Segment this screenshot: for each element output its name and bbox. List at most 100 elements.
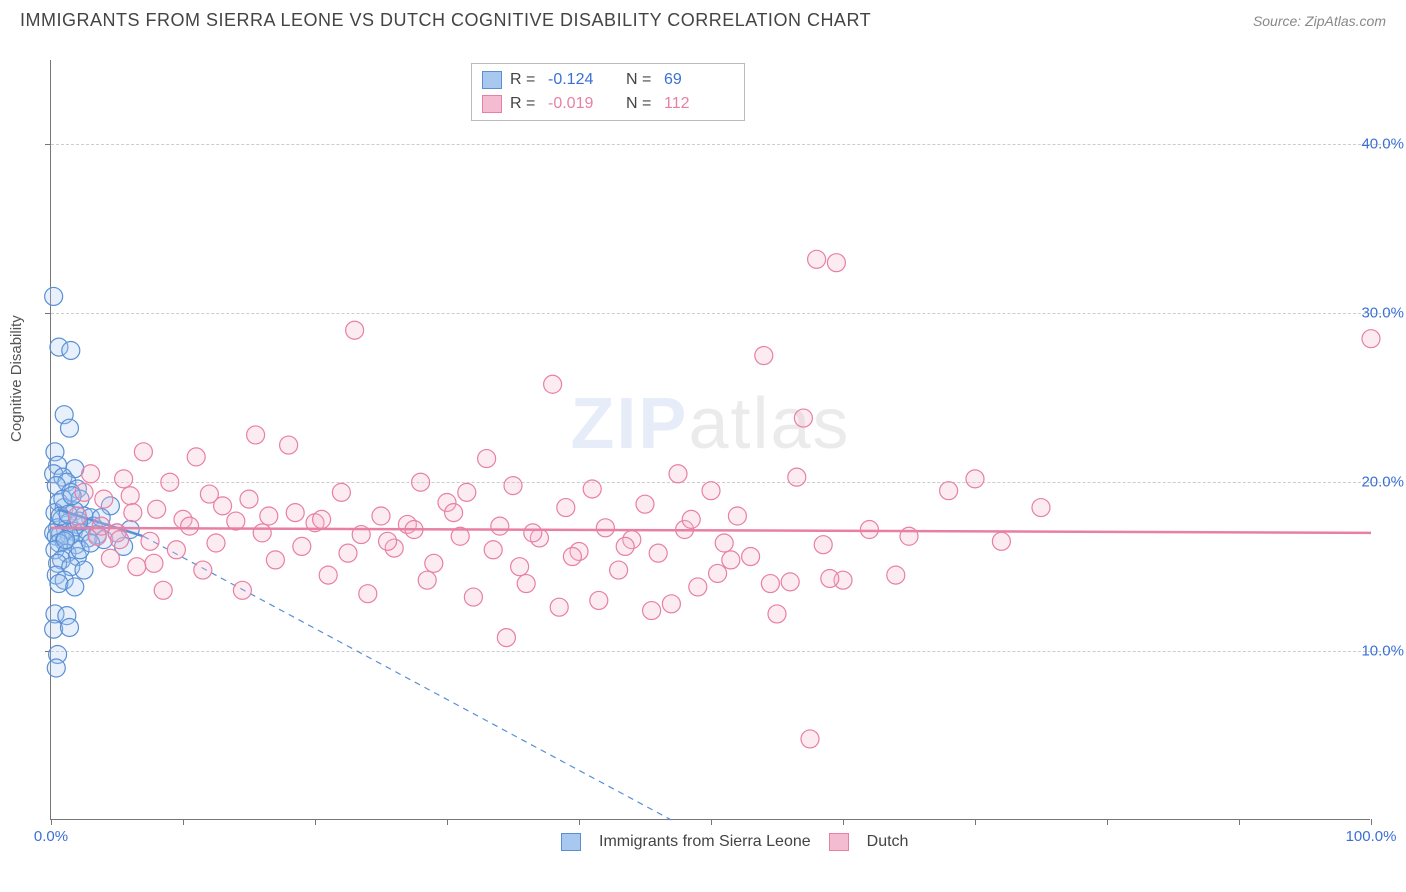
scatter-point xyxy=(161,473,179,491)
scatter-point xyxy=(649,544,667,562)
scatter-point xyxy=(709,564,727,582)
scatter-point xyxy=(148,500,166,518)
scatter-point xyxy=(491,517,509,535)
scatter-point xyxy=(940,482,958,500)
scatter-point xyxy=(319,566,337,584)
scatter-point xyxy=(517,575,535,593)
legend-swatch-series-a xyxy=(561,833,581,851)
scatter-point xyxy=(669,465,687,483)
scatter-point xyxy=(992,532,1010,550)
scatter-point xyxy=(187,448,205,466)
scatter-point xyxy=(445,504,463,522)
scatter-point xyxy=(47,659,65,677)
scatter-point xyxy=(788,468,806,486)
scatter-point xyxy=(62,341,80,359)
scatter-point xyxy=(286,504,304,522)
scatter-point xyxy=(260,507,278,525)
scatter-point xyxy=(464,588,482,606)
scatter-point xyxy=(101,549,119,567)
scatter-point xyxy=(702,482,720,500)
scatter-point xyxy=(1032,499,1050,517)
scatter-point xyxy=(814,536,832,554)
chart-title: IMMIGRANTS FROM SIERRA LEONE VS DUTCH CO… xyxy=(20,10,871,31)
scatter-point xyxy=(610,561,628,579)
scatter-point xyxy=(92,517,110,535)
scatter-point xyxy=(643,602,661,620)
scatter-point xyxy=(82,465,100,483)
scatter-point xyxy=(768,605,786,623)
scatter-point xyxy=(728,507,746,525)
legend-label-series-b: Dutch xyxy=(867,833,909,851)
scatter-point xyxy=(145,554,163,572)
scatter-point xyxy=(755,347,773,365)
scatter-point xyxy=(124,504,142,522)
scatter-point xyxy=(346,321,364,339)
scatter-point xyxy=(563,548,581,566)
scatter-point xyxy=(458,483,476,501)
scatter-point xyxy=(45,287,63,305)
chart-container: Cognitive Disability ZIPatlas R = -0.124… xyxy=(0,42,1406,892)
scatter-point xyxy=(253,524,271,542)
scatter-point xyxy=(207,534,225,552)
scatter-point xyxy=(280,436,298,454)
scatter-point xyxy=(121,487,139,505)
scatter-point xyxy=(801,730,819,748)
scatter-point xyxy=(194,561,212,579)
y-axis-label: Cognitive Disability xyxy=(8,315,25,442)
scatter-point xyxy=(45,620,63,638)
scatter-point xyxy=(583,480,601,498)
scatter-point xyxy=(167,541,185,559)
scatter-point xyxy=(141,532,159,550)
scatter-point xyxy=(134,443,152,461)
chart-header: IMMIGRANTS FROM SIERRA LEONE VS DUTCH CO… xyxy=(0,0,1406,37)
scatter-point xyxy=(761,575,779,593)
scatter-point xyxy=(359,585,377,603)
scatter-point xyxy=(662,595,680,613)
scatter-point xyxy=(524,524,542,542)
legend-swatch-series-b xyxy=(829,833,849,851)
scatter-point xyxy=(860,521,878,539)
scatter-point xyxy=(636,495,654,513)
scatter-point xyxy=(57,531,75,549)
scatter-point xyxy=(247,426,265,444)
scatter-point xyxy=(339,544,357,562)
x-tick-label: 0.0% xyxy=(34,828,68,845)
scatter-point xyxy=(75,483,93,501)
scatter-point xyxy=(332,483,350,501)
scatter-point xyxy=(504,477,522,495)
scatter-point xyxy=(128,558,146,576)
scatter-point xyxy=(808,250,826,268)
scatter-point xyxy=(742,548,760,566)
trend-line xyxy=(51,528,1371,533)
scatter-point xyxy=(154,581,172,599)
legend-label-series-a: Immigrants from Sierra Leone xyxy=(599,833,811,851)
scatter-point xyxy=(689,578,707,596)
trend-line-extrapolated xyxy=(143,536,671,820)
scatter-svg xyxy=(51,60,1371,820)
scatter-point xyxy=(794,409,812,427)
scatter-point xyxy=(379,532,397,550)
scatter-point xyxy=(372,507,390,525)
scatter-point xyxy=(511,558,529,576)
scatter-point xyxy=(1362,330,1380,348)
scatter-point xyxy=(111,531,129,549)
scatter-point xyxy=(68,507,86,525)
scatter-point xyxy=(497,629,515,647)
scatter-point xyxy=(412,473,430,491)
scatter-point xyxy=(50,575,68,593)
x-tick-label: 100.0% xyxy=(1346,828,1397,845)
scatter-point xyxy=(722,551,740,569)
scatter-point xyxy=(781,573,799,591)
scatter-point xyxy=(293,537,311,555)
scatter-point xyxy=(60,419,78,437)
scatter-point xyxy=(550,598,568,616)
scatter-point xyxy=(60,618,78,636)
scatter-point xyxy=(66,578,84,596)
scatter-point xyxy=(887,566,905,584)
scatter-point xyxy=(590,591,608,609)
plot-area: ZIPatlas R = -0.124 N = 69 R = -0.019 N … xyxy=(50,60,1370,820)
scatter-point xyxy=(715,534,733,552)
scatter-point xyxy=(966,470,984,488)
scatter-point xyxy=(266,551,284,569)
scatter-point xyxy=(596,519,614,537)
